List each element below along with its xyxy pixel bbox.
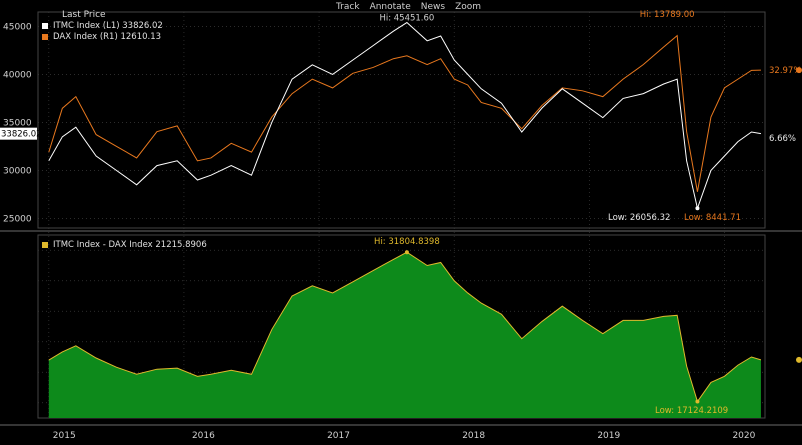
spread-high-marker [404,250,409,255]
y-tick-label: 25000 [3,214,32,224]
axis-labels-layer: 25000 30000 35000 40000 45000 2015 2016 2017 201… [3,22,756,441]
spread-high-label: Hi: 31804.8398 [374,237,440,247]
itmc-swatch-icon [42,23,48,29]
dax-swatch-icon [42,34,48,40]
x-tick-label: 2016 [192,431,215,441]
legend-itmc[interactable]: ITMC Index (L1) 33826.02 [42,21,163,31]
zoom-button[interactable]: Zoom [455,2,482,12]
y-tick-label: 30000 [3,166,32,176]
track-button[interactable]: Track [336,2,360,12]
dax-change-tag-bg [767,64,802,76]
legend-dax-label: DAX Index (R1) 12610.13 [53,32,162,42]
dax-high-label: Hi: 13789.00 [640,10,695,20]
y-tick-label: 45000 [3,22,32,32]
legend-spread-label: ITMC Index - DAX Index 21215.8906 [53,240,207,250]
spread-area-layer [48,251,762,418]
spread-line [48,251,762,403]
x-tick-label: 2020 [732,431,755,441]
itmc-line [48,21,762,211]
itmc-high-label: Hi: 45451.60 [379,14,434,24]
x-tick-label: 2017 [327,431,350,441]
x-tick-label: 2018 [462,431,485,441]
y-tick-label: 35000 [3,118,32,128]
legend-title: Last Price [62,10,106,20]
top-panel-grid [0,11,802,418]
itmc-last-tag: 33826.02 [1,130,42,140]
dax-last-marker [796,67,802,74]
itmc-low-label: Low: 26056.32 [608,213,670,223]
spread-area [48,252,761,418]
top-panel-frame [37,11,766,229]
x-tick-label: 2019 [597,431,620,441]
spread-low-label: Low: 17124.2109 [655,406,728,416]
annotate-button[interactable]: Annotate [369,2,411,12]
itmc-last-tag-bg [0,127,37,140]
itmc-change-tag: 6.66% [769,134,796,144]
legend-spread[interactable]: ITMC Index - DAX Index 21215.8906 [42,240,207,250]
spread-low-marker [695,399,700,404]
x-tick-label: 2015 [53,431,76,441]
dax-line [48,34,761,192]
spread-swatch-icon [42,242,48,248]
price-lines-layer [48,21,762,211]
dax-low-label: Low: 8441.71 [684,213,741,223]
itmc-low-marker [695,206,700,211]
chart-toolbar: Track Annotate News Zoom [336,2,481,12]
annotation-layer: Hi: 45451.60 Hi: 13789.00 Low: 26056.32 Low… [0,10,802,416]
itmc-change-tag-bg [767,132,802,143]
legend-dax[interactable]: DAX Index (R1) 12610.13 [42,32,161,42]
legend-itmc-label: ITMC Index (L1) 33826.02 [53,21,163,31]
y-tick-label: 40000 [3,70,32,80]
dax-change-tag: 32.97% [769,66,801,76]
news-button[interactable]: News [420,2,446,12]
spread-last-marker [796,356,802,363]
